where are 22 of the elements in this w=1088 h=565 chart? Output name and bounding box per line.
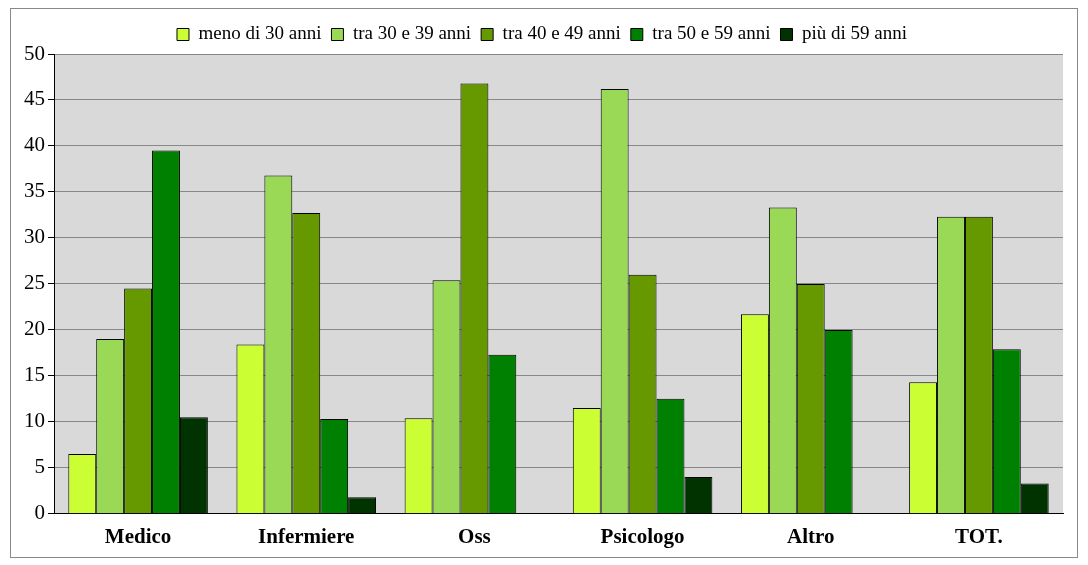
y-tick-label: 45 [24, 86, 45, 111]
y-tick-label: 0 [34, 500, 45, 525]
y-tick-label: 30 [24, 224, 45, 249]
y-tick-label: 5 [34, 454, 45, 479]
legend-label: meno di 30 anni [198, 22, 322, 44]
legend-label: tra 40 e 49 anni [502, 22, 621, 44]
y-tick-label: 35 [24, 178, 45, 203]
y-tick-label: 20 [24, 316, 45, 341]
y-tick-label: 10 [24, 408, 45, 433]
x-tick-label: TOT. [955, 523, 1003, 548]
x-tick-label: Oss [458, 523, 491, 548]
y-tick-label: 25 [24, 270, 45, 295]
x-tick-label: Altro [787, 523, 835, 548]
y-tick-label: 50 [24, 40, 45, 65]
x-tick-label: Infermiere [258, 523, 355, 548]
y-tick-label: 15 [24, 362, 45, 387]
legend-label: più di 59 anni [801, 22, 908, 44]
y-tick-label: 40 [24, 132, 45, 157]
legend-label: tra 50 e 59 anni [652, 22, 771, 44]
x-tick-label: Medico [104, 523, 172, 548]
legend-label: tra 30 e 39 anni [352, 22, 472, 44]
x-tick-label: Psicologo [600, 523, 685, 548]
